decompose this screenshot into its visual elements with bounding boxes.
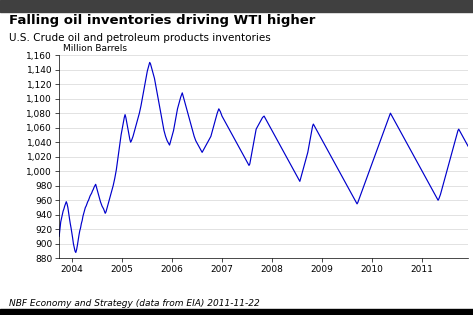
Text: NBF Economy and Strategy (data from EIA) 2011-11-22: NBF Economy and Strategy (data from EIA)…: [9, 299, 260, 308]
Text: Million Barrels: Million Barrels: [63, 44, 127, 53]
Text: Falling oil inventories driving WTI higher: Falling oil inventories driving WTI high…: [9, 14, 316, 27]
Text: U.S. Crude oil and petroleum products inventories: U.S. Crude oil and petroleum products in…: [9, 32, 271, 43]
